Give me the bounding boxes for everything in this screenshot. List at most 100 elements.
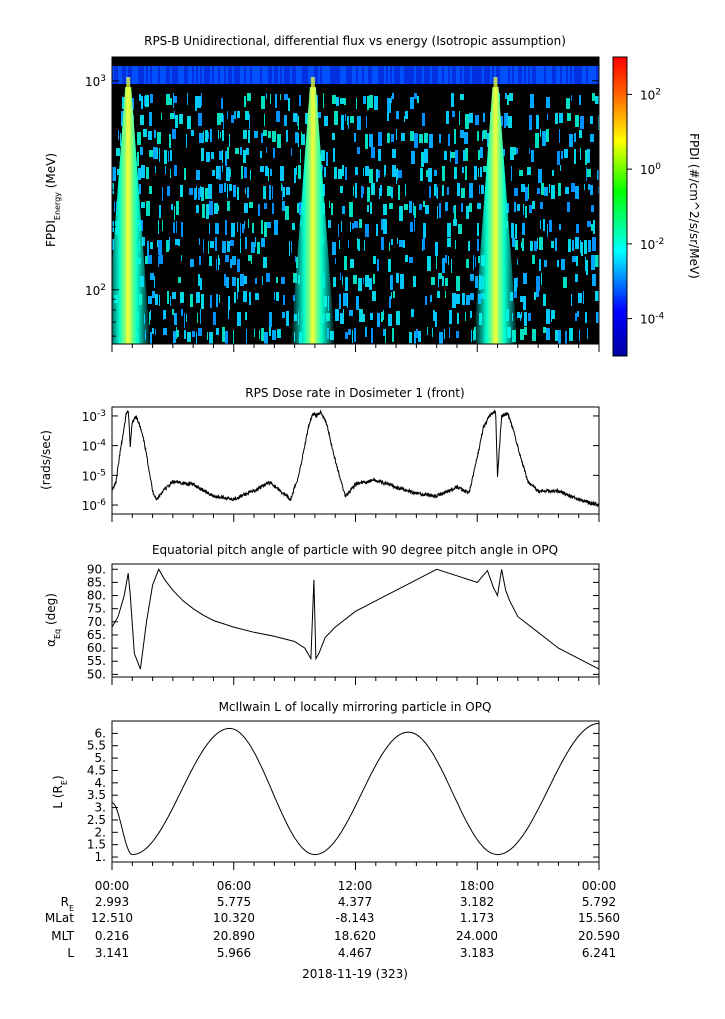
heatmap-cell	[363, 314, 365, 322]
heatmap-cell	[520, 296, 523, 302]
heatmap-cell	[528, 66, 530, 84]
heatmap-cell	[166, 66, 168, 84]
heatmap-cell	[222, 150, 223, 163]
heatmap-cell	[590, 66, 592, 84]
heatmap-cell	[571, 95, 572, 101]
heatmap-cell	[352, 66, 354, 84]
heatmap-cell	[591, 255, 595, 270]
y-tick-label: 55.	[87, 654, 106, 668]
heatmap-cell	[538, 169, 542, 183]
heatmap-cell	[560, 66, 562, 84]
heatmap-cell	[359, 219, 362, 228]
heatmap-cell	[373, 256, 376, 264]
heatmap-cell	[432, 328, 433, 337]
heatmap-cell	[425, 296, 427, 305]
heatmap-cell	[396, 66, 398, 84]
heatmap-cell	[156, 66, 158, 84]
heatmap-cell	[122, 66, 124, 84]
heatmap-cell	[476, 66, 478, 84]
heatmap-cell	[437, 291, 440, 298]
heatmap-cell	[374, 96, 378, 110]
heatmap-cell	[209, 332, 212, 344]
heatmap-cell	[137, 132, 141, 145]
heatmap-cell	[543, 294, 546, 306]
heatmap-cell	[362, 66, 364, 84]
heatmap-cell	[400, 274, 404, 289]
heatmap-cell	[249, 292, 251, 305]
heatmap-cell	[199, 238, 200, 245]
heatmap-cell	[225, 151, 227, 166]
heatmap-cell	[158, 66, 160, 84]
heatmap-cell	[409, 201, 412, 213]
heatmap-cell	[515, 240, 518, 250]
heatmap-cell	[517, 204, 520, 211]
heatmap-cell	[170, 296, 171, 306]
heatmap-cell	[483, 130, 487, 139]
heatmap-cell	[248, 255, 251, 261]
heatmap-cell	[240, 274, 244, 286]
heatmap-cell	[471, 330, 472, 342]
heatmap-cell	[197, 96, 201, 108]
heatmap-cell	[571, 294, 572, 306]
heatmap-cell	[428, 168, 432, 182]
heatmap-cell	[347, 293, 348, 308]
heatmap-cell	[532, 66, 534, 84]
heatmap-cell	[128, 66, 130, 84]
heatmap-cell	[536, 115, 539, 129]
heatmap-cell	[544, 260, 547, 267]
lshell-ylabel: L (RE)	[51, 775, 69, 808]
heatmap-cell	[378, 149, 381, 161]
heatmap-cell	[506, 203, 509, 213]
heatmap-cell	[195, 96, 197, 111]
heatmap-cell	[269, 185, 271, 200]
heatmap-cell	[196, 170, 200, 180]
heatmap-cell	[350, 66, 352, 84]
heatmap-cell	[371, 147, 375, 158]
heatmap-cell	[376, 66, 378, 84]
colorbar-tick-label: 102	[640, 87, 661, 102]
heatmap-cell	[512, 238, 515, 247]
heatmap-cell	[564, 66, 566, 84]
heatmap-cell	[244, 167, 247, 178]
heatmap-cell	[350, 116, 354, 123]
heatmap-cell	[212, 66, 214, 84]
heatmap-cell	[480, 147, 483, 158]
heatmap-cell	[200, 186, 201, 197]
heatmap-cell	[218, 130, 219, 139]
heatmap-cell	[447, 238, 451, 247]
heatmap-cell	[354, 328, 356, 342]
heatmap-cell	[558, 66, 560, 84]
heatmap-cell	[247, 187, 249, 198]
heatmap-cell	[263, 130, 267, 136]
heatmap-cell	[361, 186, 363, 198]
heatmap-cell	[363, 187, 364, 194]
heatmap-cell	[518, 66, 520, 84]
heatmap-cell	[213, 312, 216, 325]
ephemeris-value: 4.467	[338, 946, 372, 960]
heatmap-cell	[219, 151, 222, 160]
heatmap-cell	[234, 292, 236, 303]
ephemeris-value: 24.000	[456, 929, 498, 943]
heatmap-cell	[179, 114, 183, 124]
heatmap-cell	[342, 66, 344, 84]
heatmap-cell	[340, 66, 342, 84]
heatmap-cell	[293, 273, 297, 283]
heatmap-cell	[227, 201, 230, 211]
heatmap-cell	[268, 131, 271, 138]
heatmap-cell	[237, 222, 238, 232]
heatmap-cell	[209, 201, 213, 215]
heatmap-cell	[460, 130, 464, 138]
heatmap-cell	[150, 66, 152, 84]
heatmap-cell	[170, 169, 171, 178]
heatmap-cell	[458, 224, 462, 234]
heatmap-cell	[338, 169, 342, 179]
heatmap-cell	[298, 133, 299, 147]
heatmap-cell	[273, 148, 275, 158]
heatmap-cell	[453, 206, 454, 213]
heatmap-cell	[124, 66, 126, 84]
heatmap-cell	[504, 113, 506, 128]
heatmap-cell	[367, 187, 370, 202]
heatmap-cell	[149, 112, 152, 126]
heatmap-cell	[592, 237, 596, 251]
heatmap-cell	[175, 115, 178, 128]
